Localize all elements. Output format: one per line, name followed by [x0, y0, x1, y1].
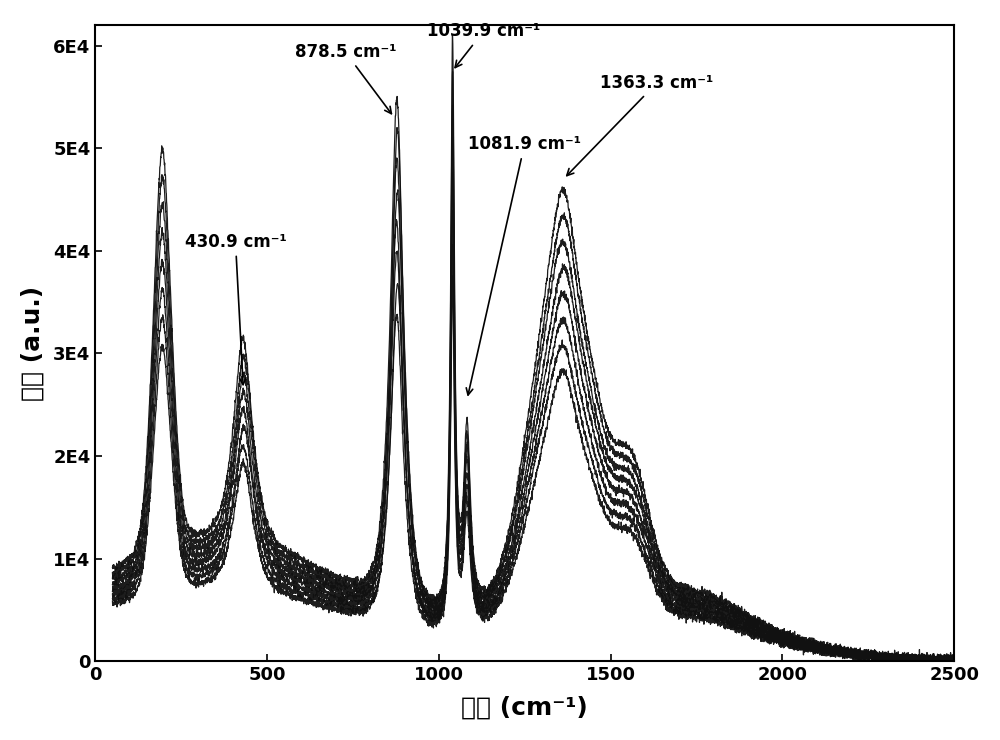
Y-axis label: 强度 (a.u.): 强度 (a.u.) — [21, 286, 45, 400]
Text: 1363.3 cm⁻¹: 1363.3 cm⁻¹ — [567, 74, 714, 175]
Text: 1081.9 cm⁻¹: 1081.9 cm⁻¹ — [466, 135, 581, 395]
X-axis label: 波数 (cm⁻¹): 波数 (cm⁻¹) — [461, 695, 588, 719]
Text: 878.5 cm⁻¹: 878.5 cm⁻¹ — [295, 43, 396, 114]
Text: 1039.9 cm⁻¹: 1039.9 cm⁻¹ — [427, 22, 540, 67]
Text: 430.9 cm⁻¹: 430.9 cm⁻¹ — [185, 233, 286, 385]
